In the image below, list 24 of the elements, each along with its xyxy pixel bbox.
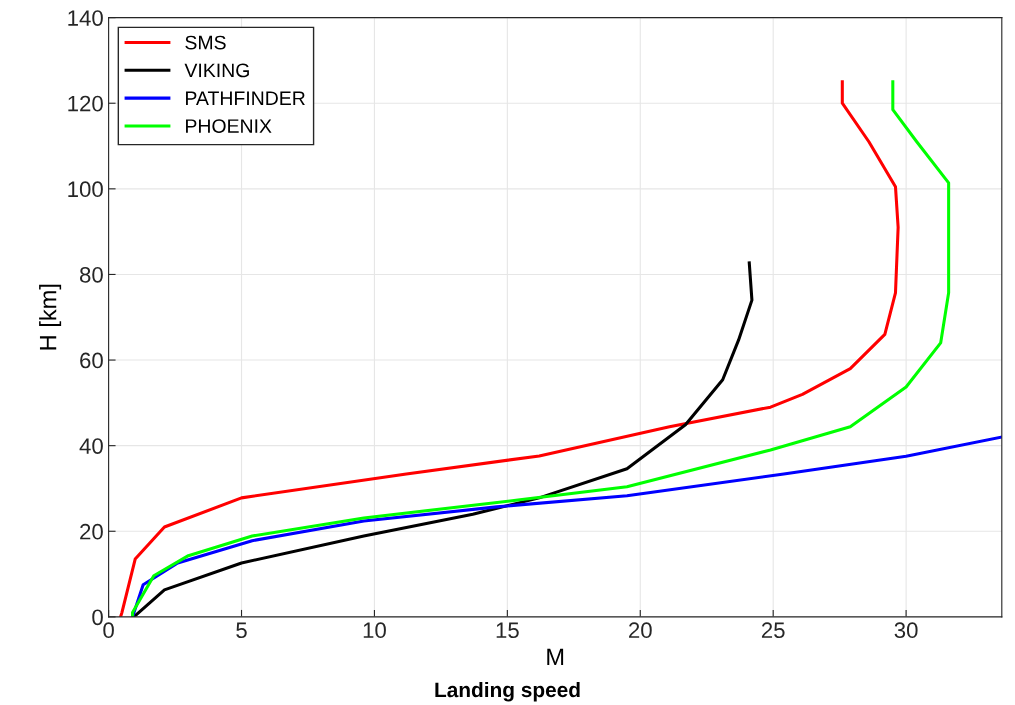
legend-label: VIKING — [184, 63, 249, 78]
y-axis-title: H [km] — [39, 284, 62, 350]
legend-label: PATHFINDER — [186, 91, 305, 105]
y-tick-label: 100 — [68, 181, 103, 198]
x-tick-label: 5 — [236, 622, 247, 639]
x-tick-label: 15 — [496, 622, 519, 639]
x-tick-label: 20 — [629, 622, 652, 639]
line-series — [131, 435, 1002, 617]
y-tick-label: 80 — [79, 266, 103, 283]
legend-label: SMS — [185, 35, 226, 50]
y-tick-label: 40 — [79, 438, 103, 454]
x-tick-label: 0 — [103, 622, 114, 639]
y-tick-label: 60 — [80, 352, 103, 369]
text: Landing speed — [435, 681, 580, 702]
y-tick-label: 140 — [68, 10, 103, 26]
y-tick-label: 0 — [92, 609, 103, 626]
line-series — [132, 261, 754, 617]
x-tick-label: 30 — [894, 622, 918, 639]
y-tick-label: 120 — [68, 95, 103, 112]
x-axis-title: M — [547, 648, 564, 666]
y-tick-label: 20 — [80, 523, 103, 540]
x-tick-label: 10 — [363, 622, 386, 639]
legend-label: PHOENIX — [186, 119, 272, 133]
x-tick-label: 25 — [761, 622, 785, 639]
